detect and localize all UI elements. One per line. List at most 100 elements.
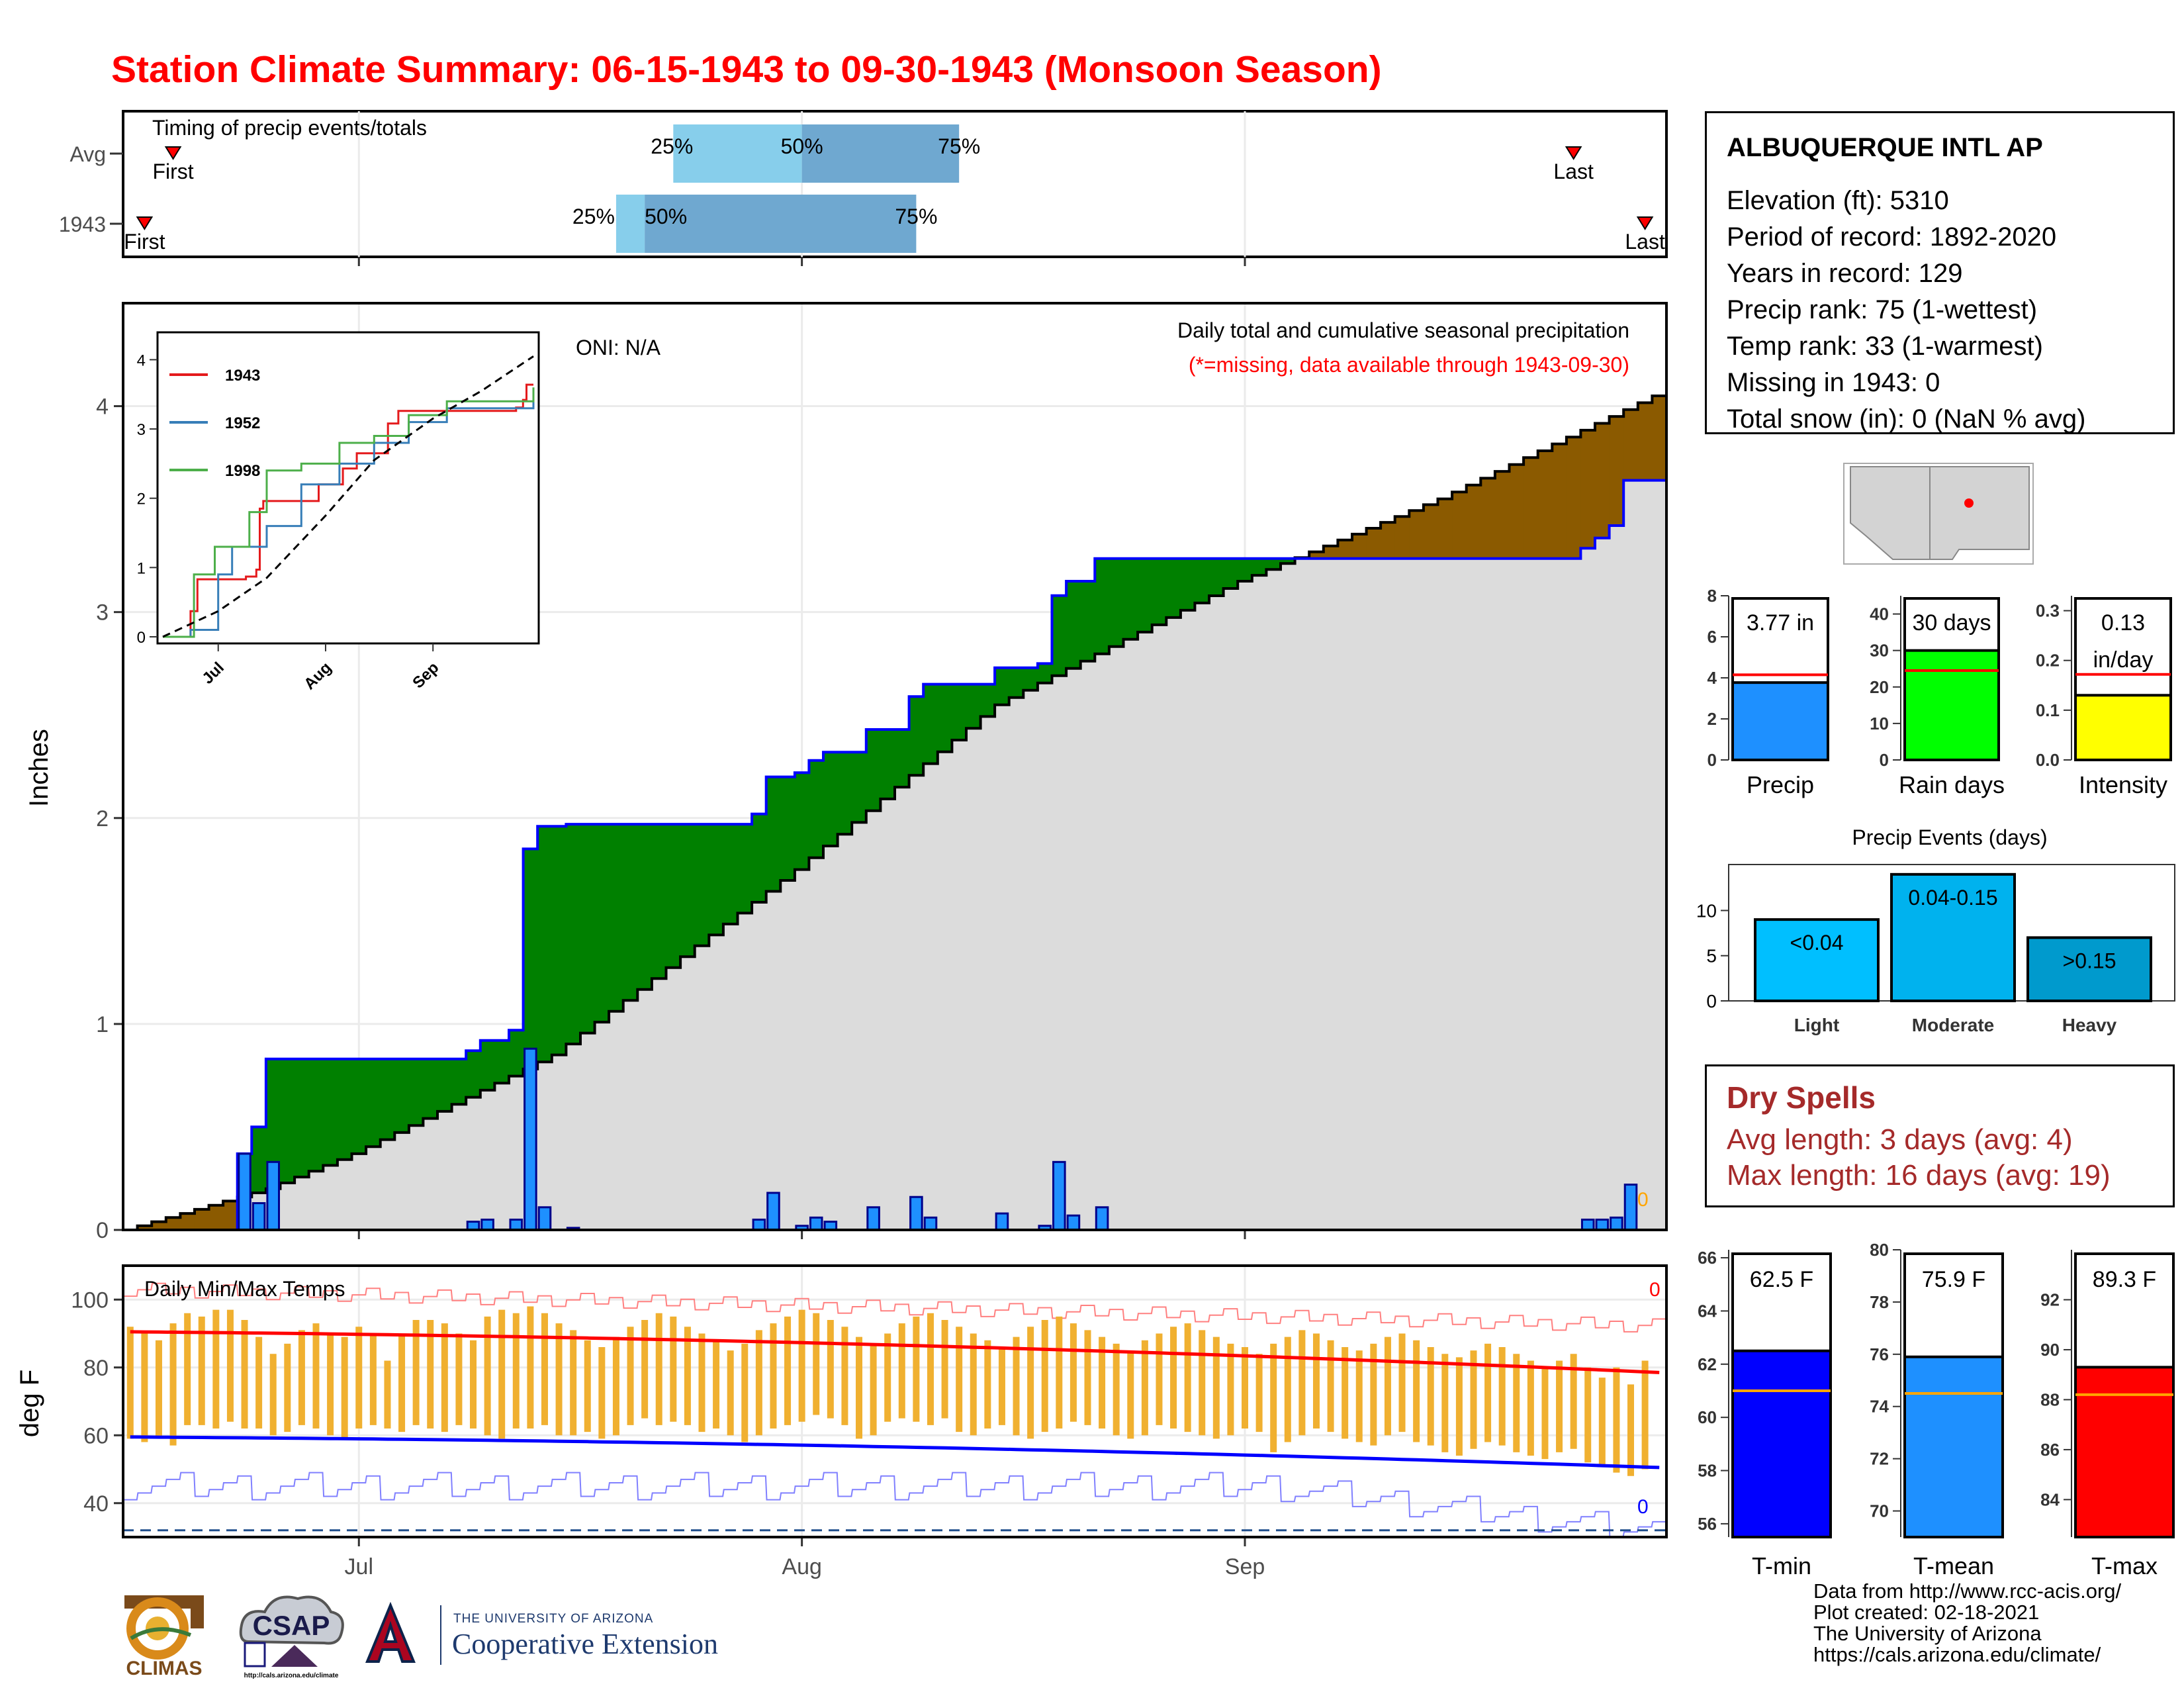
daily-temp-bar	[1141, 1340, 1148, 1436]
credits: Data from http://www.rcc-acis.org/ Plot …	[1813, 1581, 2121, 1665]
daily-temp-bar	[784, 1316, 792, 1425]
precip-surplus-area	[1180, 558, 1195, 610]
precip-deficit-area	[1524, 457, 1539, 559]
timing-bar-25-50	[615, 195, 645, 253]
logo-divider	[440, 1605, 441, 1665]
temp-bar-y-tick-label: 86	[2040, 1440, 2060, 1460]
timing-row-label: Avg	[69, 142, 106, 166]
precip-surplus-area	[351, 1058, 367, 1154]
precip-surplus-area	[308, 1058, 324, 1172]
daily-temp-bar	[427, 1320, 434, 1429]
daily-precip-bar	[1066, 1214, 1081, 1231]
precip-surplus-area	[780, 776, 796, 881]
precip-surplus-area	[637, 824, 653, 990]
daily-temp-bar	[198, 1316, 205, 1425]
timing-row-label: 1943	[59, 212, 106, 236]
daily-precip-bar	[923, 1216, 938, 1231]
temp-y-tick-label: 80	[83, 1356, 109, 1381]
daily-temp-bar	[1270, 1343, 1277, 1452]
daily-temp-bar	[1384, 1336, 1391, 1436]
daily-temp-bar	[255, 1336, 263, 1429]
daily-precip-bar	[480, 1218, 494, 1231]
daily-temp-bar	[169, 1323, 177, 1446]
precip-deficit-area	[1466, 485, 1481, 559]
mini-bar-intensity	[2074, 694, 2172, 761]
daily-temp-bar	[1227, 1343, 1234, 1436]
precip-surplus-area	[366, 1058, 381, 1147]
precip-surplus-area	[480, 1040, 495, 1090]
temp-bar-y-tick-label: 80	[1870, 1240, 1889, 1260]
daily-temp-bar	[1570, 1354, 1577, 1449]
daily-temp-bar	[727, 1350, 734, 1436]
daily-temp-bar	[327, 1333, 334, 1436]
precip-surplus-area	[537, 826, 553, 1062]
dry-spells-box: Dry Spells Avg length: 3 days (avg: 4) M…	[1705, 1064, 2175, 1207]
temp-count-top: 0	[1649, 1279, 1661, 1301]
daily-temp-bar	[998, 1347, 1005, 1425]
inset-legend-label: 1998	[225, 462, 260, 480]
mini-bar-y-tick-label: 2	[1707, 709, 1717, 729]
precip-surplus-area	[1123, 558, 1138, 639]
precip-end-marker: 0	[1637, 1189, 1649, 1211]
precip-surplus-area	[809, 760, 824, 858]
precip-surplus-area	[437, 1058, 453, 1111]
precip-surplus-area	[1209, 558, 1224, 596]
events-y-tick-label: 0	[1706, 991, 1717, 1011]
daily-temp-bar	[269, 1354, 277, 1436]
precip-deficit-area	[1366, 528, 1381, 559]
daily-temp-bar	[1212, 1336, 1220, 1439]
timing-first-label: First	[152, 160, 193, 183]
daily-precip-bar	[766, 1192, 780, 1231]
daily-temp-bar	[1312, 1333, 1320, 1429]
precip-surplus-area	[1138, 558, 1153, 632]
precip-surplus-area	[1238, 558, 1253, 581]
record-low-line	[123, 1472, 1666, 1538]
locator-map-new-mexico	[1929, 466, 2030, 560]
temp-y-axis-label: deg F	[15, 1370, 44, 1437]
precip-deficit-area	[1595, 423, 1610, 538]
daily-precip-bar	[1095, 1206, 1109, 1231]
precip-y-tick-label: 0	[96, 1218, 109, 1243]
page-title: Station Climate Summary: 06-15-1943 to 0…	[111, 48, 1382, 91]
daily-temp-bar	[1627, 1384, 1635, 1476]
daily-temp-bar	[355, 1327, 363, 1429]
temp-bar-y-tick-label: 72	[1870, 1449, 1889, 1469]
daily-temp-bar	[670, 1316, 677, 1422]
daily-temp-bar	[627, 1327, 634, 1425]
daily-temp-bar	[1556, 1360, 1563, 1452]
precip-surplus-area	[1281, 558, 1296, 564]
precip-surplus-area	[337, 1058, 352, 1160]
inset-y-tick-label: 1	[137, 559, 146, 577]
precip-surplus-area	[280, 1058, 295, 1183]
precip-deficit-area	[165, 1217, 181, 1230]
precip-surplus-area	[566, 824, 581, 1045]
precip-deficit-area	[1637, 402, 1653, 481]
precip-surplus-area	[323, 1058, 338, 1166]
station-snow: Total snow (in): 0 (NaN % avg)	[1727, 404, 2086, 434]
credit-data-source: Data from http://www.rcc-acis.org/	[1813, 1579, 2122, 1603]
precip-surplus-area	[952, 684, 967, 740]
daily-temp-bar	[527, 1306, 534, 1429]
daily-temp-bar	[1199, 1330, 1206, 1436]
timing-first-marker	[164, 146, 182, 160]
precip-surplus-area	[1037, 663, 1053, 683]
timing-p50-label: 50%	[781, 134, 823, 158]
precip-surplus-area	[1052, 595, 1067, 676]
daily-temp-bar	[184, 1313, 191, 1425]
precip-surplus-area	[451, 1058, 467, 1105]
precip-surplus-area	[723, 824, 738, 924]
avg-tmax-line	[130, 1330, 1660, 1374]
dry-spells-title: Dry Spells	[1727, 1080, 1876, 1115]
daily-temp-bar	[1513, 1354, 1520, 1452]
mini-bar-rain-days	[1903, 649, 2000, 762]
timing-p75-label: 75%	[938, 134, 980, 158]
precip-surplus-area	[580, 824, 596, 1033]
daily-precip-bar	[1610, 1216, 1623, 1231]
precip-deficit-area	[1537, 450, 1553, 559]
precip-surplus-area	[823, 752, 839, 846]
station-name: ALBUQUERQUE INTL AP	[1727, 133, 2043, 162]
daily-temp-bar	[1398, 1333, 1406, 1432]
daily-temp-bar	[684, 1327, 691, 1425]
daily-precip-bar	[1580, 1218, 1595, 1231]
